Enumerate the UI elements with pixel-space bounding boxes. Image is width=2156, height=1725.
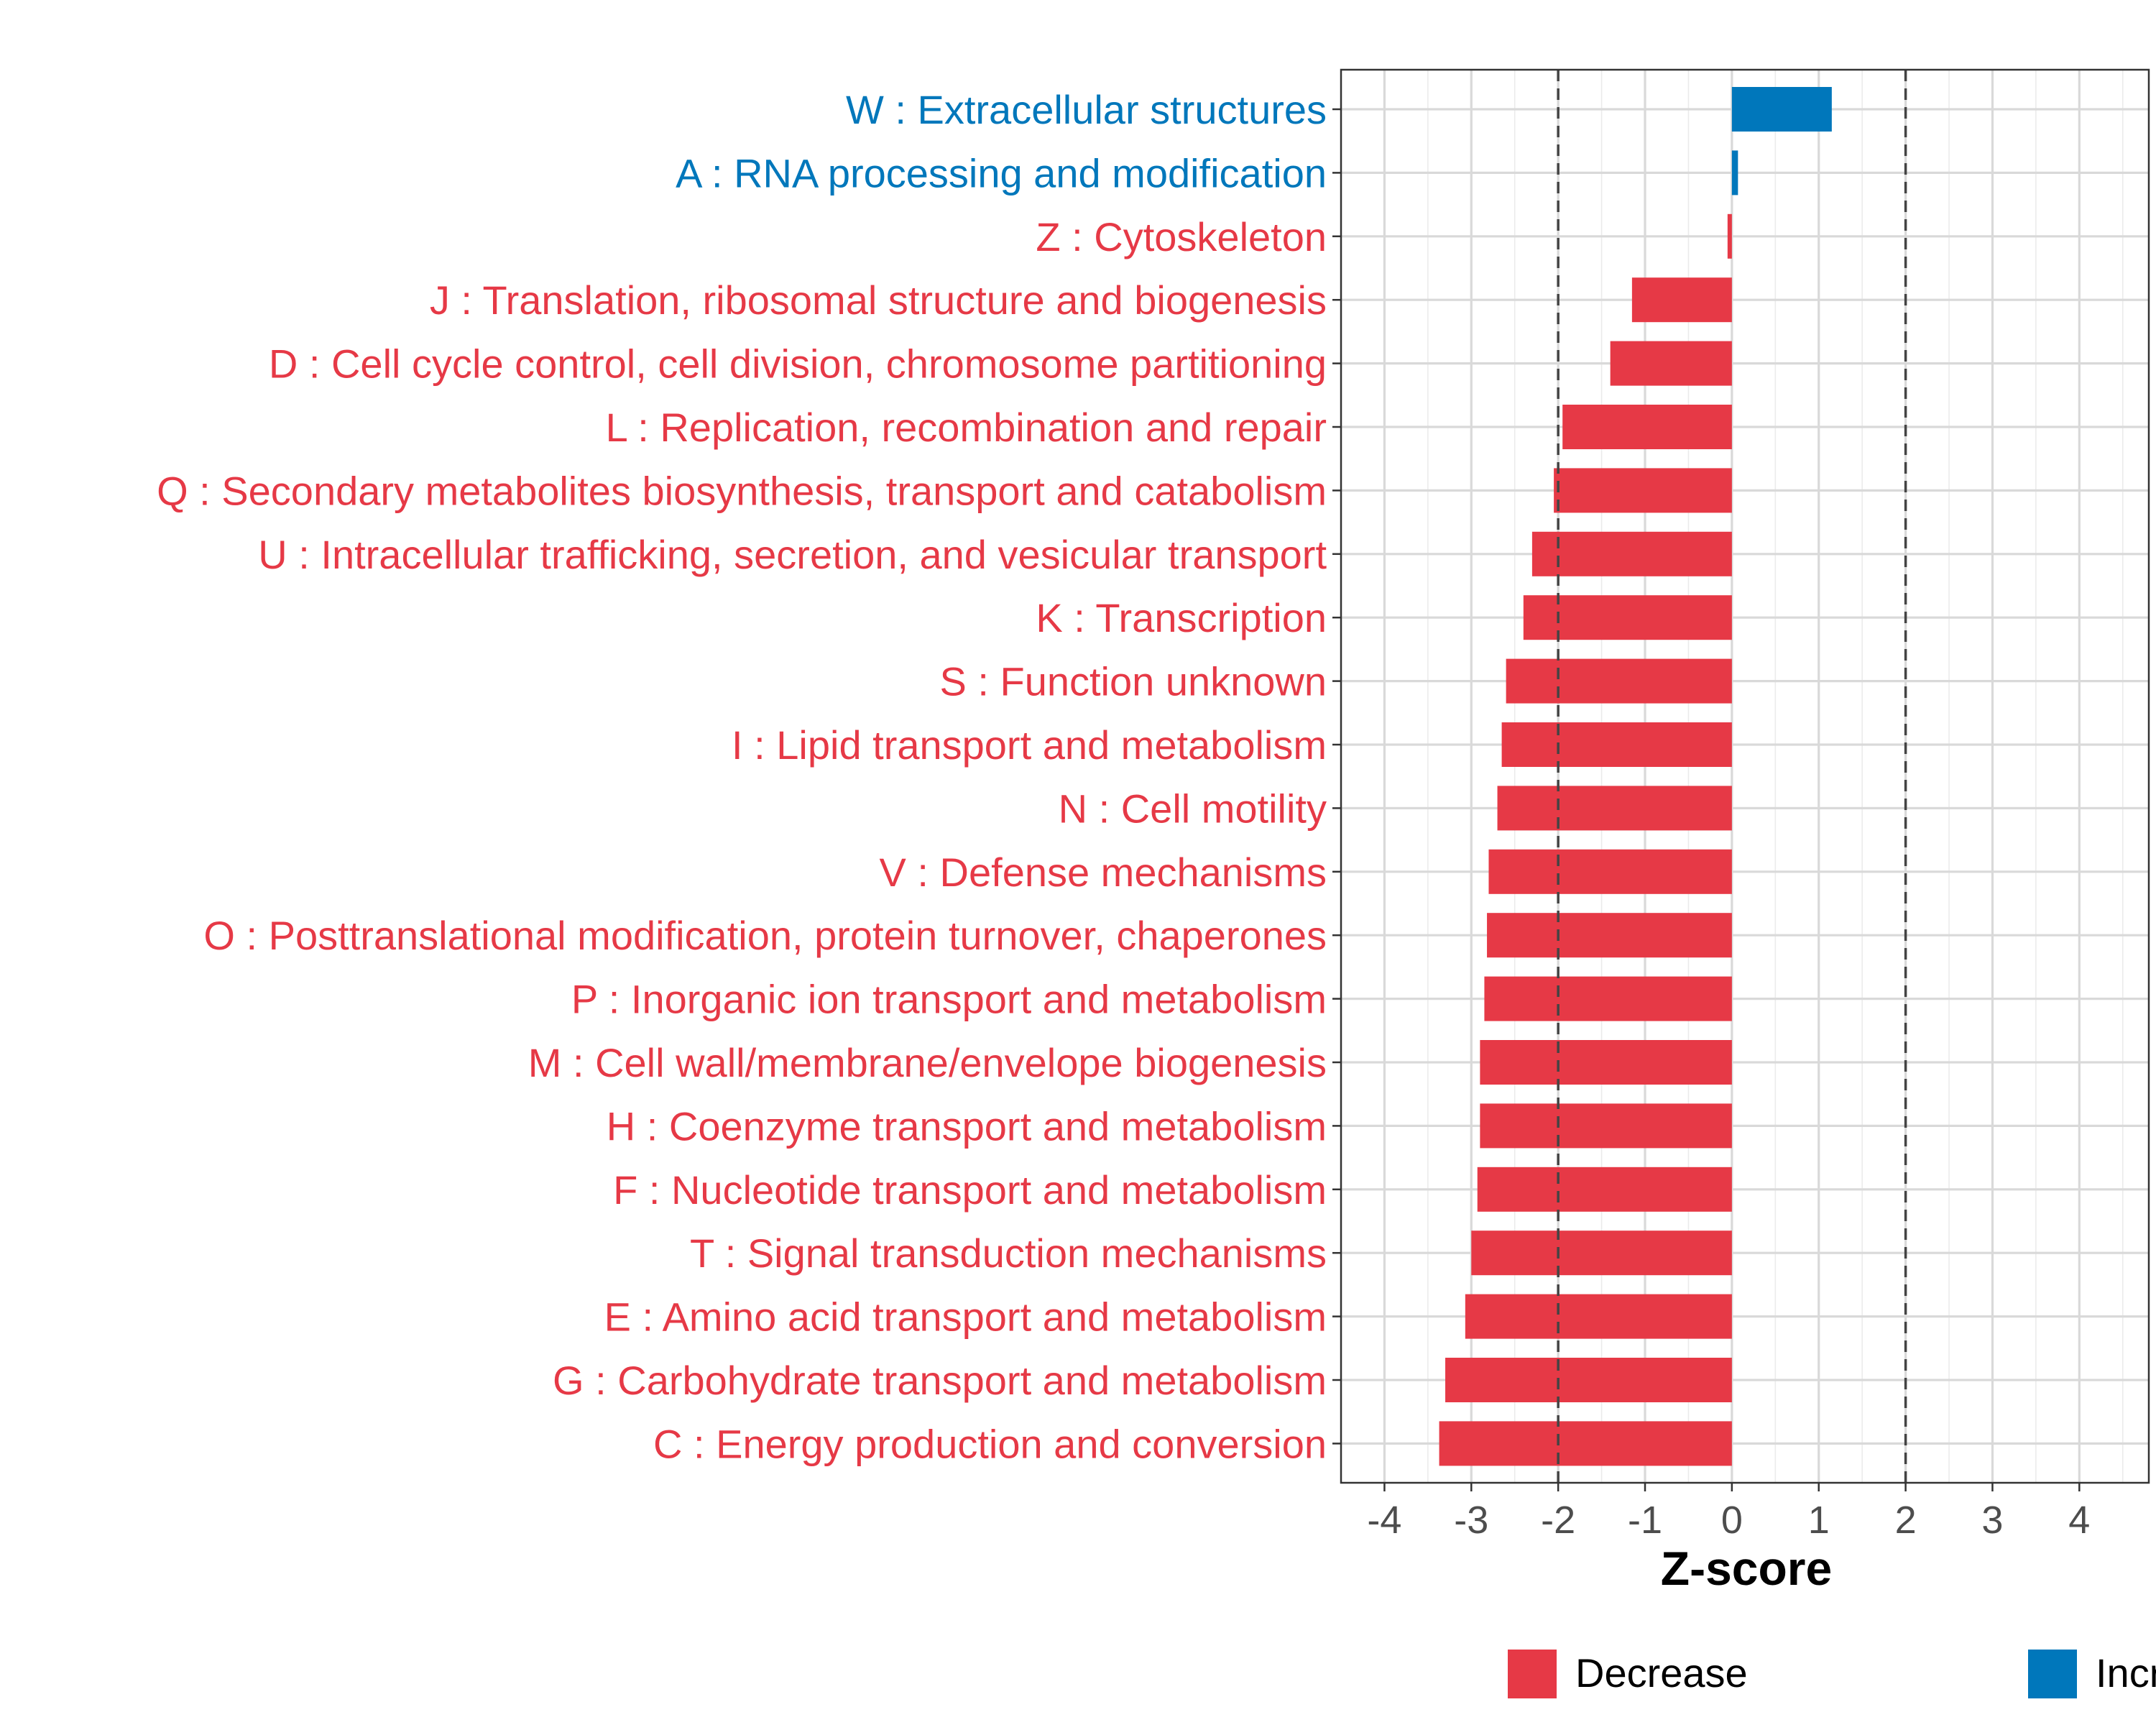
category-labels: W : Extracellular structures A : RNA proc… xyxy=(157,87,1341,1466)
bar xyxy=(1562,405,1732,449)
bar xyxy=(1531,531,1732,576)
bar xyxy=(1445,1358,1732,1402)
bar xyxy=(1477,1167,1732,1212)
bar xyxy=(1731,87,1832,132)
category-label: P : Inorganic ion transport and metaboli… xyxy=(571,977,1327,1022)
category-label: I : Lipid transport and metabolism xyxy=(732,722,1327,768)
x-tick-label: -2 xyxy=(1541,1499,1575,1542)
bar xyxy=(1471,1230,1732,1276)
bar xyxy=(1484,976,1732,1021)
bar xyxy=(1488,849,1732,894)
x-tick-label: -1 xyxy=(1628,1499,1662,1542)
category-label: E : Amino acid transport and metabolism xyxy=(604,1294,1327,1340)
x-tick-label: 0 xyxy=(1721,1499,1743,1542)
bar xyxy=(1497,786,1732,831)
category-label: J : Translation, ribosomal structure and… xyxy=(430,277,1327,323)
category-label: Z : Cytoskeleton xyxy=(1036,214,1327,259)
x-tick-label: 4 xyxy=(2068,1499,2090,1542)
category-label: N : Cell motility xyxy=(1059,786,1327,831)
x-tick-label: 3 xyxy=(1981,1499,2003,1542)
category-label: T : Signal transduction mechanisms xyxy=(690,1230,1327,1276)
bar xyxy=(1731,150,1738,196)
x-tick-label: -3 xyxy=(1454,1499,1488,1542)
category-label: C : Energy production and conversion xyxy=(653,1421,1327,1466)
category-label: K : Transcription xyxy=(1036,595,1327,640)
x-tick-label: 2 xyxy=(1895,1499,1917,1542)
category-label: H : Coenzyme transport and metabolism xyxy=(607,1103,1327,1149)
legend-swatch xyxy=(1508,1650,1557,1698)
category-label: S : Function unknown xyxy=(939,659,1327,704)
bar xyxy=(1480,1103,1732,1149)
bar xyxy=(1480,1040,1732,1085)
category-label: A : RNA processing and modification xyxy=(676,150,1327,196)
category-label: O : Posttranslational modification, prot… xyxy=(203,913,1327,958)
bar xyxy=(1465,1294,1732,1339)
legend-label: Decrease xyxy=(1575,1650,1748,1696)
bar xyxy=(1487,913,1732,958)
reference-lines xyxy=(1557,70,1907,1483)
bar xyxy=(1554,468,1732,513)
bar xyxy=(1727,213,1732,259)
x-axis-ticks: -4 -3 -2 -1 0 1 2 3 4 xyxy=(1367,1483,2090,1542)
bar xyxy=(1506,658,1732,704)
x-tick-label: -4 xyxy=(1367,1499,1401,1542)
category-label: W : Extracellular structures xyxy=(846,87,1327,132)
category-label: L : Replication, recombination and repai… xyxy=(606,405,1327,450)
bar xyxy=(1610,341,1732,386)
category-label: U : Intracellular trafficking, secretion… xyxy=(258,532,1327,577)
category-label: Q : Secondary metabolites biosynthesis, … xyxy=(157,468,1327,513)
bar xyxy=(1439,1421,1732,1466)
legend-swatch xyxy=(2028,1650,2077,1698)
legend-label: Increase xyxy=(2096,1650,2156,1696)
bar xyxy=(1631,277,1732,323)
category-label: F : Nucleotide transport and metabolism xyxy=(613,1167,1327,1213)
plot-panel-background xyxy=(1341,70,2149,1483)
category-label: M : Cell wall/membrane/envelope biogenes… xyxy=(528,1040,1327,1085)
category-label: D : Cell cycle control, cell division, c… xyxy=(269,341,1327,387)
x-tick-label: 1 xyxy=(1808,1499,1830,1542)
plot-panel-border xyxy=(1340,68,2150,1484)
bar xyxy=(1523,595,1732,640)
category-label: V : Defense mechanisms xyxy=(880,850,1327,895)
x-axis-title: Z-score xyxy=(1661,1542,1832,1595)
bar xyxy=(1501,722,1732,767)
category-label: G : Carbohydrate transport and metabolis… xyxy=(553,1358,1327,1403)
legend: Decrease Increase xyxy=(1508,1650,2156,1698)
